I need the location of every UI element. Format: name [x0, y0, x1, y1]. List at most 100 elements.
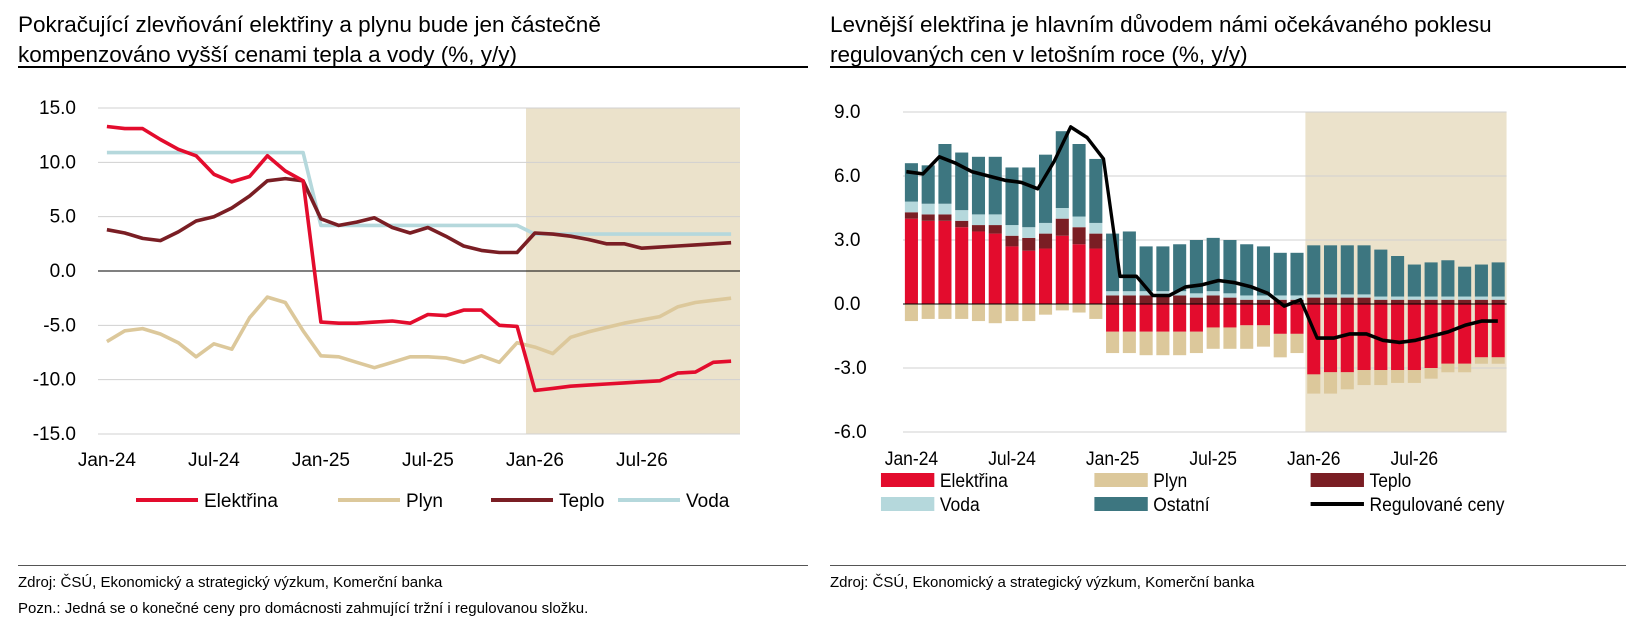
bar-elektřina: [1189, 304, 1203, 332]
bar-elektřina: [1139, 304, 1153, 332]
bar-elektřina: [1458, 304, 1472, 364]
bar-elektřina: [1340, 304, 1354, 373]
bar-elektřina: [1374, 304, 1388, 371]
y-tick-label: -3.0: [834, 358, 867, 379]
bar-teplo: [1206, 295, 1220, 304]
right-footer-divider: [830, 565, 1626, 566]
legend-label: Voda: [686, 491, 730, 512]
bar-ostatní: [1491, 262, 1505, 297]
bar-voda: [1173, 291, 1187, 296]
bar-plyn: [1072, 304, 1086, 313]
bar-elektřina: [1005, 246, 1019, 304]
bar-plyn: [1089, 304, 1103, 319]
right-title-line-1: Levnější elektřina je hlavním důvodem ná…: [830, 12, 1492, 37]
series-line-voda: [106, 150, 732, 236]
bar-elektřina: [921, 220, 935, 304]
bar-teplo: [1005, 235, 1019, 247]
bar-ostatní: [1323, 245, 1338, 295]
bar-plyn: [1323, 372, 1338, 394]
bar-voda: [1391, 296, 1405, 300]
right-chart-panel: Levnější elektřina je hlavním důvodem ná…: [830, 0, 1626, 591]
bar-elektřina: [955, 227, 969, 304]
bar-voda: [1055, 208, 1069, 219]
bar-plyn: [1223, 327, 1237, 349]
bar-plyn: [1189, 331, 1203, 354]
bar-teplo: [1072, 227, 1086, 245]
legend-label: Teplo: [1369, 469, 1411, 491]
bar-voda: [1407, 296, 1421, 300]
bar-teplo: [1089, 233, 1103, 249]
bar-voda: [1005, 225, 1019, 236]
bar-teplo: [1173, 295, 1187, 304]
bar-voda: [1022, 227, 1036, 238]
bar-teplo: [1323, 297, 1338, 304]
right-stacked-bar-chart: 9.0 6.0 3.0 0.0 -3.0 -6.0 Jan-24 Jul-24 Jan-25 Ju…: [834, 102, 1507, 515]
bar-teplo: [1122, 295, 1136, 304]
bar-teplo: [1357, 297, 1371, 304]
bar-voda: [1223, 293, 1237, 298]
bar-plyn: [1005, 304, 1019, 322]
bar-voda: [971, 214, 986, 226]
bar-ostatní: [1357, 245, 1371, 295]
bar-teplo: [1055, 218, 1069, 236]
bar-teplo: [1038, 233, 1053, 249]
bar-elektřina: [1407, 304, 1421, 371]
bar-voda: [1290, 295, 1304, 300]
series-line-teplo: [106, 176, 732, 255]
legend-label: Plyn: [1153, 469, 1187, 491]
bar-plyn: [1290, 333, 1304, 354]
bar-ostatní: [1206, 237, 1220, 292]
bar-teplo: [1106, 295, 1120, 304]
legend-swatch: [1094, 497, 1148, 511]
bar-ostatní: [904, 163, 918, 202]
bar-ostatní: [1256, 246, 1271, 296]
bar-elektřina: [1357, 304, 1371, 371]
bar-plyn: [1139, 331, 1153, 356]
bar-elektřina: [1206, 304, 1220, 328]
x-tick-label: Jan-26: [506, 450, 564, 471]
bar-elektřina: [1491, 304, 1505, 358]
bar-teplo: [1391, 299, 1405, 304]
y-tick-label: -10.0: [33, 370, 76, 391]
bar-plyn: [1458, 363, 1472, 373]
bar-plyn: [1391, 370, 1405, 383]
bar-ostatní: [1022, 167, 1036, 228]
bar-voda: [1189, 293, 1203, 298]
legend-swatch: [880, 473, 935, 487]
left-chart-panel: Pokračující zlevňování elektřiny a plynu…: [18, 0, 808, 617]
bar-teplo: [1424, 299, 1438, 304]
bar-voda: [1323, 294, 1338, 298]
bar-teplo: [971, 225, 986, 232]
bar-ostatní: [1072, 144, 1086, 217]
bar-voda: [1206, 291, 1220, 296]
series-line-elektřina: [106, 124, 732, 393]
right-title-divider: [830, 66, 1626, 68]
y-tick-label: 3.0: [834, 230, 860, 251]
bar-elektřina: [1156, 304, 1170, 332]
bar-voda: [955, 210, 969, 221]
legend-label: Regulované ceny: [1369, 493, 1505, 515]
bar-teplo: [1491, 299, 1505, 304]
bar-elektřina: [1055, 235, 1069, 304]
bar-voda: [1340, 294, 1354, 298]
left-title-divider: [18, 66, 808, 68]
bar-voda: [1240, 295, 1254, 300]
bar-ostatní: [1441, 260, 1455, 297]
x-tick-label: Jul-25: [402, 450, 454, 471]
bar-voda: [1491, 296, 1505, 300]
x-tick-label: Jul-26: [1391, 447, 1439, 469]
bar-ostatní: [1307, 245, 1321, 295]
bar-ostatní: [921, 165, 935, 204]
bar-voda: [1474, 296, 1488, 300]
legend-swatch: [1310, 473, 1364, 487]
bar-voda: [1424, 296, 1438, 300]
x-tick-label: Jan-24: [78, 450, 137, 471]
bar-elektřina: [971, 231, 986, 304]
bar-teplo: [1022, 237, 1036, 251]
bar-teplo: [921, 214, 935, 221]
bar-plyn: [1240, 325, 1254, 349]
bar-plyn: [988, 304, 1002, 324]
bar-voda: [1122, 291, 1136, 296]
bar-elektřina: [1474, 304, 1488, 358]
bar-voda: [1273, 295, 1287, 300]
